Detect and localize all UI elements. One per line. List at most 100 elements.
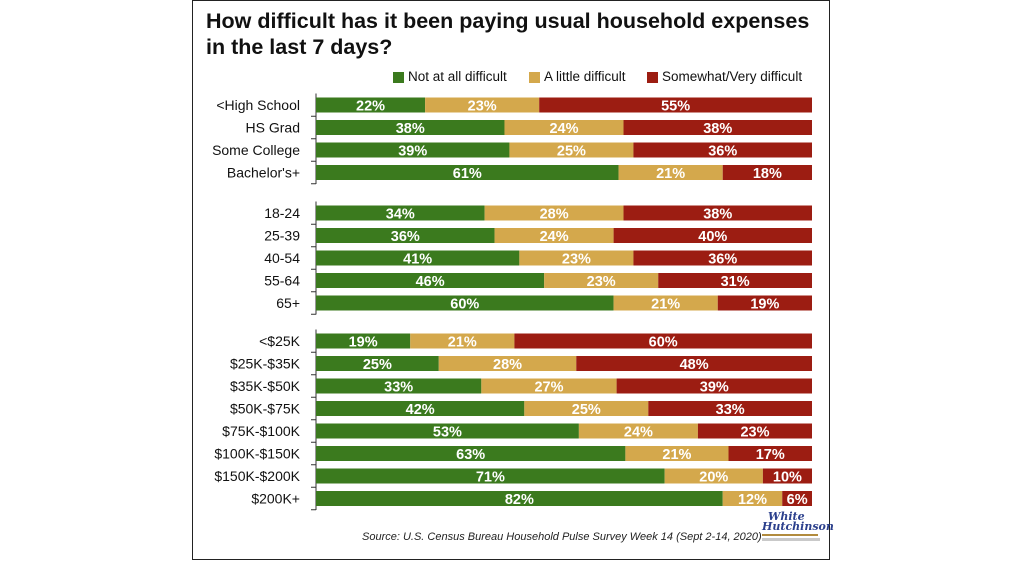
data-label: 82%: [505, 492, 534, 508]
data-label: 23%: [740, 425, 769, 441]
bar-segment: [524, 401, 649, 416]
bar-segment: [539, 97, 812, 113]
data-label: 12%: [738, 492, 767, 508]
bar-segment: [484, 205, 624, 221]
bar-segment: [316, 273, 545, 288]
bar-segment: [316, 228, 495, 243]
data-label: 21%: [656, 166, 685, 182]
legend-label-a-little: A little difficult: [544, 69, 626, 84]
data-label: 24%: [549, 121, 578, 137]
data-label: 25%: [557, 144, 586, 160]
logo-line-2: Hutchinson: [762, 520, 834, 533]
category-label: Some College: [212, 142, 300, 158]
data-label: 40%: [698, 229, 727, 245]
bar-segment: [616, 378, 812, 394]
source-note: Source: U.S. Census Bureau Household Pul…: [362, 531, 762, 543]
data-label: 39%: [700, 380, 729, 396]
bar-segment: [625, 446, 729, 461]
data-label: 48%: [680, 357, 709, 373]
bar-segment: [425, 97, 540, 113]
data-label: 39%: [398, 144, 427, 160]
bar-segment: [728, 446, 812, 461]
bar-segment: [509, 142, 634, 158]
bar-segment: [722, 491, 783, 506]
bar-segment: [576, 356, 812, 371]
category-label: Bachelor's+: [227, 165, 300, 181]
bar-segment: [316, 97, 426, 113]
bar-segment: [633, 250, 812, 266]
category-label: $35K-$50K: [230, 378, 301, 394]
bar-segment: [316, 491, 723, 506]
category-label: 40-54: [264, 250, 300, 266]
data-label: 19%: [750, 297, 779, 313]
category-label: $150K-$200K: [214, 468, 300, 484]
bar-segment: [519, 250, 634, 266]
data-label: 21%: [662, 447, 691, 463]
bar-segment: [613, 228, 812, 243]
data-label: 60%: [450, 297, 479, 313]
bar-segment: [514, 333, 812, 349]
data-label: 21%: [651, 297, 680, 313]
white-hutchinson-logo: White Hutchinson: [760, 511, 834, 551]
data-label: 38%: [703, 207, 732, 223]
category-label: $200K+: [251, 491, 300, 507]
data-label: 38%: [396, 121, 425, 137]
bar-segment: [316, 142, 510, 158]
data-label: 17%: [756, 447, 785, 463]
category-label: 25-39: [264, 228, 300, 244]
data-label: 22%: [356, 99, 385, 115]
bar-segment: [782, 491, 812, 506]
data-label: 23%: [562, 252, 591, 268]
category-label: $100K-$150K: [214, 446, 300, 462]
data-label: 18%: [753, 166, 782, 182]
bar-segment: [504, 120, 624, 135]
bar-segment: [578, 423, 698, 439]
bar-segment: [762, 468, 812, 484]
data-label: 63%: [456, 447, 485, 463]
data-label: 25%: [572, 402, 601, 418]
legend-swatch-somewhat-very: [647, 72, 658, 83]
bar-segment: [316, 295, 614, 311]
data-label: 36%: [708, 144, 737, 160]
data-label: 33%: [384, 380, 413, 396]
data-label: 23%: [587, 274, 616, 290]
category-label: 65+: [276, 295, 300, 311]
data-label: 31%: [721, 274, 750, 290]
category-label: <High School: [216, 97, 300, 113]
bar-segment: [316, 165, 619, 180]
logo-tagline: [762, 538, 820, 541]
data-label: 33%: [716, 402, 745, 418]
bar-segment: [316, 250, 520, 266]
bar-segment: [613, 295, 718, 311]
bar-segment: [623, 205, 812, 221]
data-label: 46%: [416, 274, 445, 290]
data-label: 71%: [476, 470, 505, 486]
bar-segment: [697, 423, 812, 439]
data-label: 24%: [540, 229, 569, 245]
data-label: 25%: [363, 357, 392, 373]
data-label: 61%: [453, 166, 482, 182]
data-label: 27%: [534, 380, 563, 396]
legend-swatch-not-at-all: [393, 72, 404, 83]
category-label: $75K-$100K: [222, 423, 301, 439]
bar-segment: [717, 295, 812, 311]
bar-segment: [664, 468, 763, 484]
data-label: 38%: [703, 121, 732, 137]
legend: Not at all difficult A little difficult …: [0, 68, 812, 86]
bar-segment: [633, 142, 812, 158]
bar-segment: [481, 378, 617, 394]
data-label: 34%: [386, 207, 415, 223]
data-label: 6%: [787, 492, 808, 508]
category-label: $50K-$75K: [230, 401, 301, 417]
bar-segment: [438, 356, 577, 371]
data-label: 28%: [540, 207, 569, 223]
bar-segment: [316, 401, 525, 416]
data-label: 19%: [349, 335, 378, 351]
bar-segment: [316, 423, 579, 439]
bar-segment: [410, 333, 515, 349]
bar-segment: [648, 401, 812, 416]
data-label: 23%: [468, 99, 497, 115]
legend-label-not-at-all: Not at all difficult: [408, 69, 507, 84]
bar-segment: [544, 273, 659, 288]
